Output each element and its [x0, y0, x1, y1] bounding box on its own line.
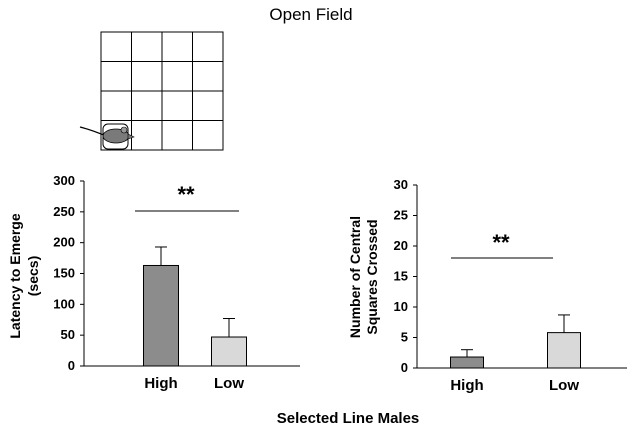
chart-0-y-tick-label: 0 — [68, 358, 75, 373]
chart-0-y-tick-label: 250 — [53, 204, 75, 219]
chart-1-y-tick-label: 25 — [394, 208, 408, 223]
open-field-illustration — [79, 31, 224, 151]
chart-0-ylabel-line2: (secs) — [25, 256, 41, 296]
chart-1-significance: ** — [492, 230, 510, 255]
latency-chart: Latency to Emerge (secs) ** 0 50 100 150 200… — [7, 173, 300, 392]
chart-1-bar-low — [547, 332, 581, 369]
chart-0-y-tick-label: 100 — [53, 296, 75, 311]
chart-0-significance: ** — [177, 182, 195, 207]
chart-0-ylabel-line1: Latency to Emerge — [7, 213, 23, 338]
chart-0-y-tick-label: 200 — [53, 235, 75, 250]
shared-xlabel: Selected Line Males — [277, 410, 420, 427]
chart-1-y-tick-label: 10 — [394, 299, 408, 314]
chart-1-y-tick-label: 15 — [394, 269, 408, 284]
chart-0-bar-low — [211, 336, 247, 367]
chart-1-y-tick-label: 20 — [394, 238, 408, 253]
chart-1-category-label: Low — [549, 377, 579, 394]
chart-1-y-tick-label: 5 — [401, 330, 408, 345]
central-squares-chart: Number of Central Squares Crossed ** 0 5 1… — [347, 177, 627, 394]
chart-0-y-tick-label: 150 — [53, 266, 75, 281]
chart-0-category-label: High — [144, 375, 177, 392]
chart-1-bar-high — [450, 356, 484, 369]
mouse-ear — [120, 126, 128, 134]
chart-1-category-label: High — [450, 377, 483, 394]
mouse-tail — [79, 126, 107, 137]
chart-0-category-label: Low — [214, 375, 244, 392]
chart-1-ylabel-line1: Number of Central — [347, 216, 363, 338]
chart-1-ylabel-line2: Squares Crossed — [364, 219, 380, 334]
chart-0-bar-high — [143, 264, 179, 367]
mouse-nose — [127, 133, 135, 140]
chart-0-y-tick-label: 50 — [61, 327, 75, 342]
chart-0-y-tick-label: 300 — [53, 173, 75, 188]
figure-title: Open Field — [269, 5, 352, 24]
chart-1-y-tick-label: 30 — [394, 177, 408, 192]
chart-1-y-tick-label: 0 — [401, 360, 408, 375]
